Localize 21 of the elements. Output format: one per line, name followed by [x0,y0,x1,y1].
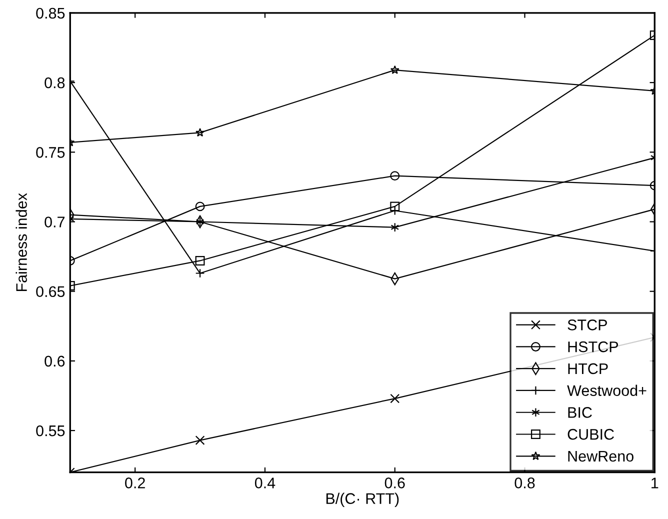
y-tick-label: 0.7 [44,216,65,228]
legend-label: HSTCP [568,341,618,352]
y-tick-label: 0.55 [36,425,65,436]
x-tick-label: 0.4 [254,478,276,488]
y-tick-label: 0.6 [44,356,65,367]
legend-label: NewReno [568,450,634,462]
y-tick-label: 0.75 [36,147,65,158]
x-axis-title: B/(C· RTT) [326,492,399,508]
x-tick-label: 0.2 [125,478,145,488]
y-axis-title: Fairness index [16,193,27,292]
legend-label: STCP [568,320,607,330]
y-tick-label: 0.85 [36,8,65,19]
y-tick-label: 0.8 [44,77,65,88]
legend-label: HTCP [568,363,608,374]
legend-label: Westwood+ [567,384,646,396]
x-tick-label: 0.8 [514,478,535,488]
legend-label: BIC [568,407,592,418]
legend-label: CUBIC [568,428,614,440]
x-tick-label: 0.6 [384,478,405,488]
y-tick-label: 0.65 [36,286,65,298]
x-tick-label: 1 [652,478,658,488]
